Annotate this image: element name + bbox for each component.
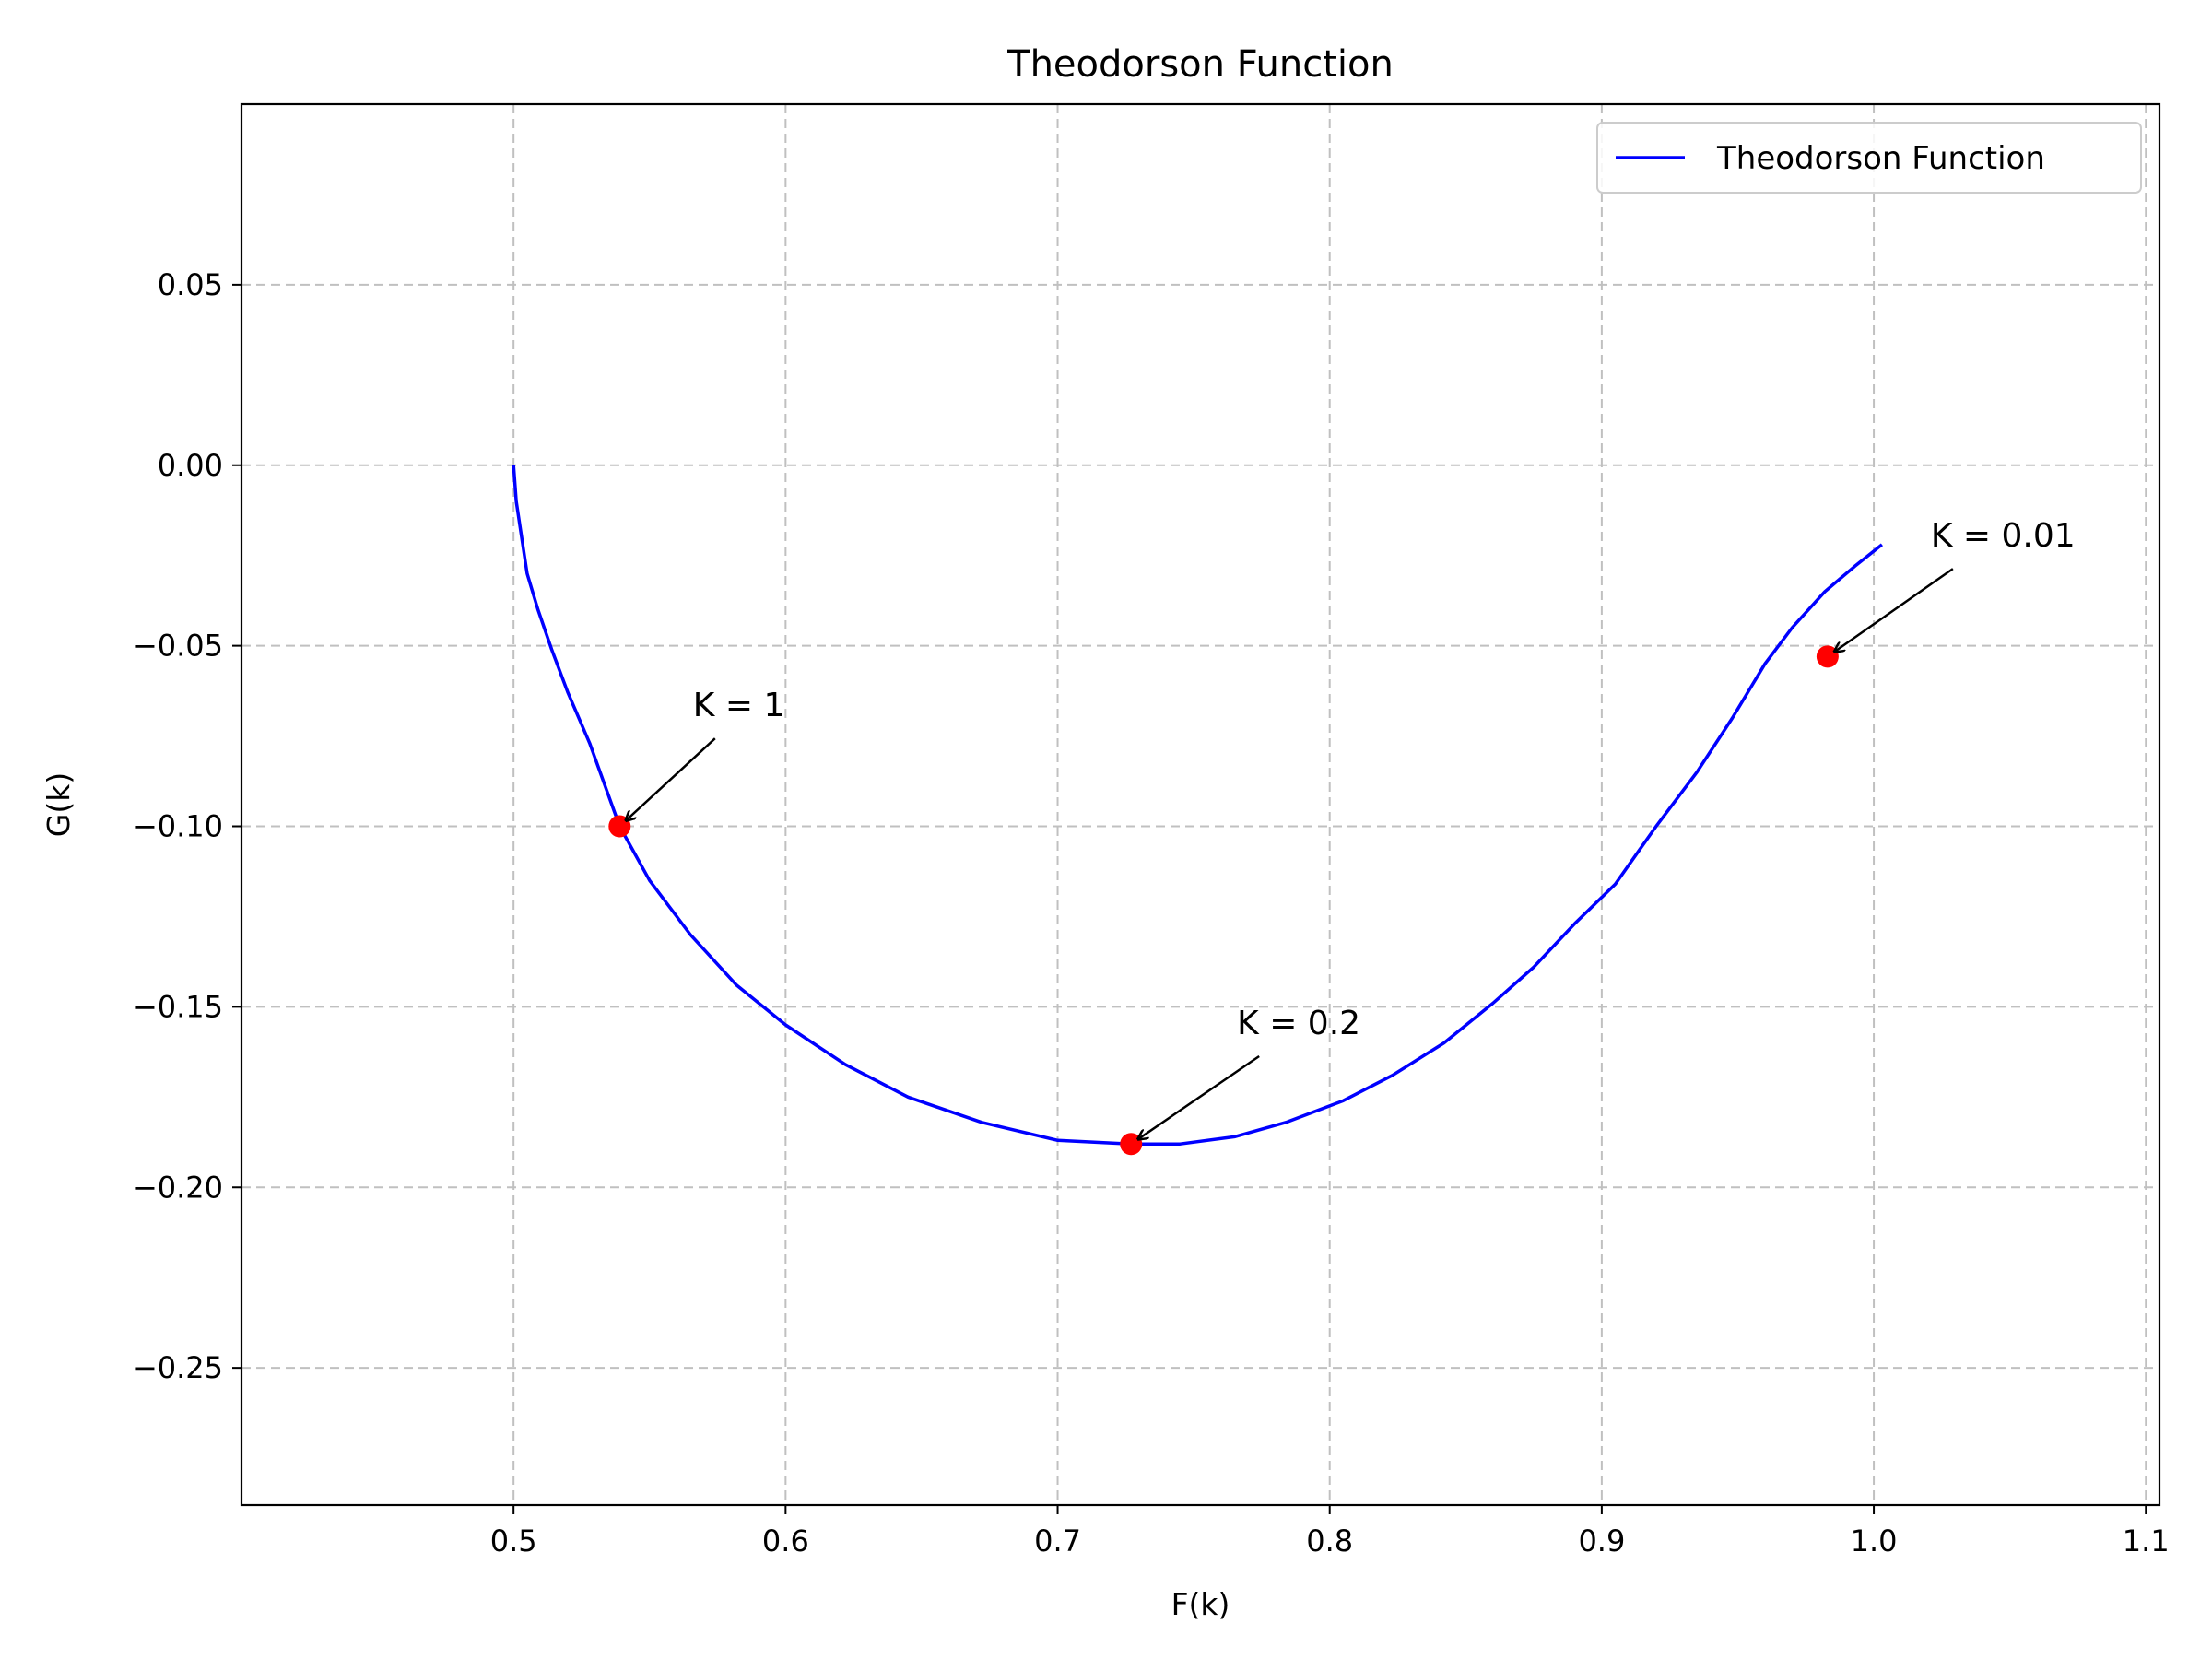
x-tick-label: 1.1 <box>2123 1524 2170 1559</box>
y-tick-label: 0.00 <box>158 448 223 483</box>
y-tick-label: 0.05 <box>158 267 223 302</box>
legend: Theodorson Function <box>1596 122 2142 194</box>
annotation-label: K = 0.2 <box>1237 1005 1360 1042</box>
data-point <box>1816 645 1839 668</box>
series-layer <box>512 465 1883 1146</box>
series-line <box>512 465 1883 1146</box>
legend-label: Theodorson Function <box>1716 140 2045 177</box>
y-tick-label: −0.10 <box>133 809 223 844</box>
legend-box <box>1596 122 2142 194</box>
annotation-arrow <box>627 737 716 820</box>
x-tick-label: 0.5 <box>490 1524 537 1559</box>
y-axis-ticks: 0.05 0.00 −0.05 −0.10 −0.15 −0.20 −0.25 <box>133 267 241 1385</box>
marker-points <box>608 645 1839 1156</box>
x-tick-label: 0.7 <box>1034 1524 1081 1559</box>
plot-frame <box>240 102 2161 1507</box>
x-axis-ticks: 0.5 0.6 0.7 0.8 0.9 1.0 1.1 <box>490 1505 2170 1559</box>
chart-title: Theodorson Function <box>1006 43 1394 86</box>
annotation-label: K = 0.01 <box>1931 517 2076 555</box>
y-tick-label: −0.25 <box>133 1350 223 1385</box>
data-point <box>1120 1133 1143 1156</box>
y-axis-label: G(k) <box>41 772 76 837</box>
grid <box>241 104 2159 1505</box>
annotation-label: K = 1 <box>693 687 785 724</box>
y-tick-label: −0.20 <box>133 1170 223 1205</box>
annotations: K = 1 K = 0.2 K = 0.01 <box>627 517 2076 1138</box>
y-tick-label: −0.05 <box>133 629 223 664</box>
annotation-arrow <box>1138 1054 1260 1139</box>
x-tick-label: 0.9 <box>1578 1524 1625 1559</box>
y-tick-label: −0.15 <box>133 989 223 1024</box>
x-axis-label: F(k) <box>1171 1586 1230 1622</box>
x-tick-label: 0.8 <box>1306 1524 1353 1559</box>
x-tick-label: 0.6 <box>762 1524 809 1559</box>
annotation-arrow <box>1835 568 1954 652</box>
x-tick-label: 1.0 <box>1851 1524 1898 1559</box>
